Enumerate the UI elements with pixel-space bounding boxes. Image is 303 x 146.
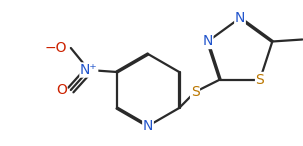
Text: N: N	[143, 119, 153, 133]
Text: N: N	[235, 11, 245, 25]
Text: S: S	[256, 73, 264, 87]
Text: N: N	[202, 34, 213, 48]
Text: S: S	[191, 85, 199, 99]
Text: O: O	[56, 83, 67, 97]
Text: N⁺: N⁺	[80, 63, 98, 77]
Text: −O: −O	[44, 41, 67, 55]
